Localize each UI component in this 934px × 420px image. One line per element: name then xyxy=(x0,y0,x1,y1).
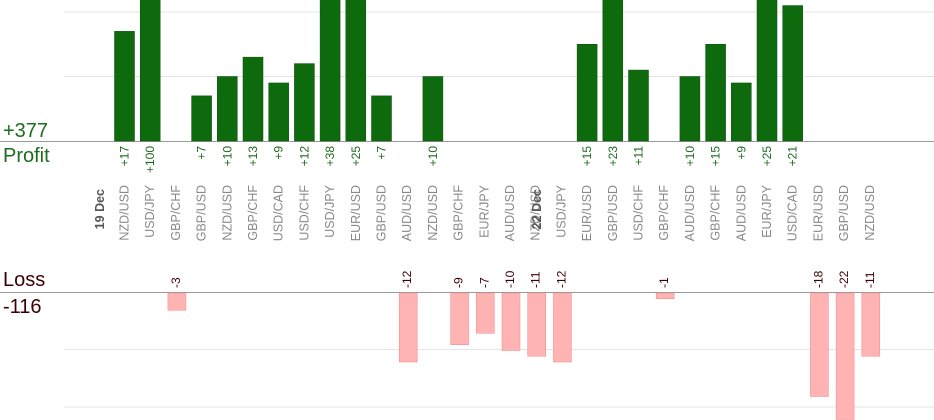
pair-label: GBP/CHF xyxy=(709,185,723,241)
profit-value-label: +10 xyxy=(426,146,440,167)
pair-label: USD/CAD xyxy=(272,185,286,241)
pair-label: NZD/USD xyxy=(426,185,440,241)
pair-label: USD/CAD xyxy=(786,185,800,241)
loss-value-label: -10 xyxy=(503,270,517,288)
loss-bar xyxy=(398,292,418,363)
profit-value-label: +13 xyxy=(246,146,260,167)
profit-bar xyxy=(576,44,598,142)
loss-bar xyxy=(655,292,675,299)
profit-value-label: +11 xyxy=(632,146,646,166)
profit-value-label: +15 xyxy=(709,146,723,167)
loss-bar xyxy=(553,292,572,363)
pair-label: USD/CHF xyxy=(297,185,311,241)
pair-label: GBP/USD xyxy=(195,185,209,241)
profit-value-label: +10 xyxy=(683,146,697,167)
profit-bar xyxy=(371,95,392,142)
profit-value-label: +10 xyxy=(220,146,234,167)
profit-value-label: +7 xyxy=(375,146,389,160)
pair-label: NZD/USD xyxy=(220,185,234,241)
loss-label: Loss xyxy=(3,269,46,291)
profit-value-label: +100 xyxy=(143,146,157,173)
profit-bar xyxy=(294,63,315,142)
loss-bar xyxy=(835,292,855,420)
pair-label: AUD/USD xyxy=(734,185,748,241)
loss-bar xyxy=(476,292,495,334)
profit-bar xyxy=(319,0,341,142)
loss-bar xyxy=(861,292,881,357)
pair-label: EUR/JPY xyxy=(760,184,774,237)
loss-bar xyxy=(527,292,546,357)
profit-total: +377 xyxy=(3,120,49,142)
pair-label: GBP/CHF xyxy=(169,185,183,241)
profit-bar xyxy=(756,0,778,142)
loss-value-label: -1 xyxy=(657,277,671,288)
pair-label: NZD/USD xyxy=(863,185,877,241)
date-label: 19 Dec xyxy=(93,189,107,229)
pair-label: NZD/USD xyxy=(118,185,132,241)
loss-value-label: -11 xyxy=(529,271,543,288)
profit-value-label: +23 xyxy=(606,146,620,167)
pair-label: AUD/USD xyxy=(683,185,697,241)
loss-value-label: -11 xyxy=(863,271,877,288)
profit-bar xyxy=(345,0,367,142)
profit-value-label: +17 xyxy=(118,146,132,167)
loss-bar xyxy=(450,292,469,345)
profit-value-label: +7 xyxy=(195,146,209,160)
profit-bar xyxy=(731,82,752,142)
profit-bar xyxy=(422,76,444,142)
loss-value-label: -3 xyxy=(169,277,183,288)
profit-value-label: +12 xyxy=(297,146,311,167)
profit-value-label: +25 xyxy=(760,146,774,167)
loss-total: -116 xyxy=(3,296,42,318)
profit-value-label: +21 xyxy=(786,146,800,167)
profit-bar xyxy=(139,0,161,142)
profit-bar xyxy=(782,5,803,142)
pair-label: EUR/JPY xyxy=(477,184,491,237)
pair-label: EUR/USD xyxy=(580,185,594,241)
pair-label: GBP/CHF xyxy=(452,185,466,241)
profit-bar xyxy=(705,44,726,142)
loss-value-label: -12 xyxy=(400,270,414,288)
pair-label: GBP/USD xyxy=(375,185,389,241)
profit-bar xyxy=(114,31,135,142)
loss-value-label: -12 xyxy=(554,270,568,288)
pair-label: NZD/USD xyxy=(529,185,543,241)
loss-bar xyxy=(167,292,187,311)
date-label: 22 Dec xyxy=(530,189,544,229)
profit-label: Profit xyxy=(3,145,50,167)
profit-bar xyxy=(679,76,701,142)
profit-value-label: +15 xyxy=(580,146,594,167)
loss-value-label: -18 xyxy=(811,270,825,288)
profit-value-label: +9 xyxy=(734,146,748,160)
loss-value-label: -9 xyxy=(452,277,466,288)
pair-label: GBP/CHF xyxy=(657,185,671,241)
pair-label: GBP/CHF xyxy=(246,185,260,241)
profit-bar xyxy=(217,76,238,142)
pair-label: GBP/USD xyxy=(606,185,620,241)
profit-bar xyxy=(602,0,624,142)
pair-label: EUR/USD xyxy=(811,185,825,241)
loss-bar xyxy=(501,292,521,351)
loss-value-label: -22 xyxy=(837,270,851,288)
loss-bar xyxy=(810,292,829,397)
pair-label: GBP/USD xyxy=(837,185,851,241)
profit-value-label: +25 xyxy=(349,146,363,167)
profit-bar xyxy=(268,82,289,142)
pair-label: EUR/USD xyxy=(349,185,363,241)
loss-value-label: -7 xyxy=(477,277,491,288)
pair-label: USD/JPY xyxy=(143,184,157,237)
pair-label: USD/CHF xyxy=(632,185,646,241)
profit-bar xyxy=(191,95,212,142)
profit-value-label: +38 xyxy=(323,146,337,167)
profit-value-label: +9 xyxy=(272,146,286,160)
profit-bar xyxy=(628,69,649,142)
pair-label: AUD/USD xyxy=(503,185,517,241)
pair-label: USD/JPY xyxy=(554,184,568,237)
pair-label: AUD/USD xyxy=(400,185,414,241)
profit-bar xyxy=(242,56,264,142)
pair-label: USD/JPY xyxy=(323,184,337,237)
